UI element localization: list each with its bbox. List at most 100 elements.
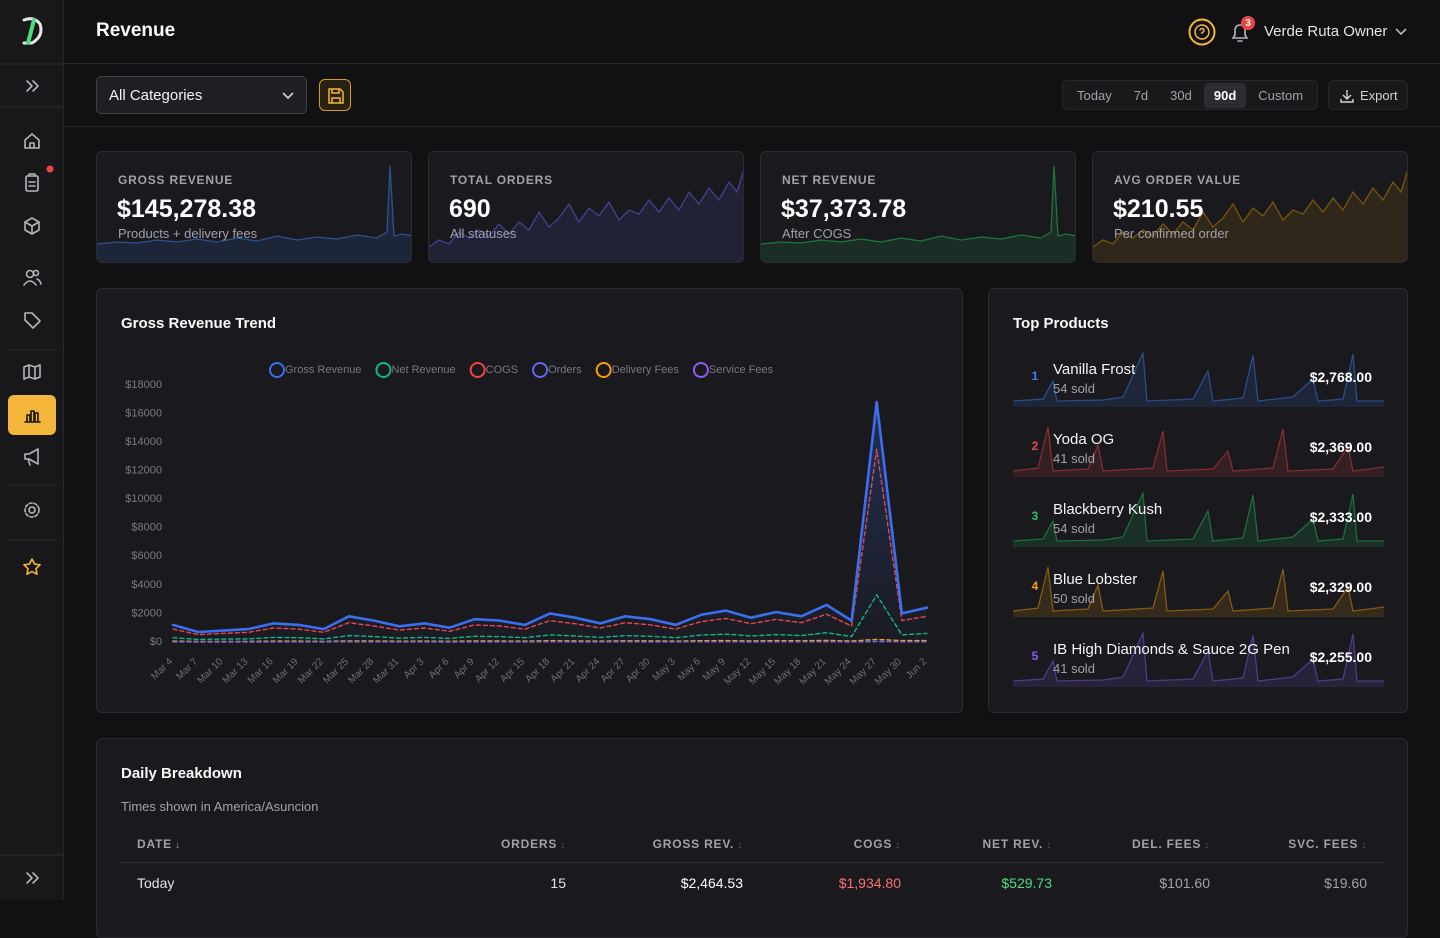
x-tick-label: May 3 [651, 656, 678, 683]
x-tick-label: May 18 [772, 656, 803, 687]
y-tick-label: $0 [150, 636, 162, 648]
legend-marker [533, 363, 547, 377]
table-cell: $19.60 [1226, 863, 1383, 904]
panel-subtitle: Times shown in America/Asuncion [121, 799, 319, 814]
product-sold: 54 sold [1053, 381, 1095, 396]
product-revenue: $2,329.00 [1310, 579, 1372, 595]
x-tick-label: May 15 [747, 656, 778, 687]
settings-icon[interactable] [25, 503, 39, 517]
legend-marker [471, 363, 485, 377]
active-nav[interactable] [8, 395, 56, 435]
column-label: COGS [854, 837, 893, 851]
kpi-value: 690 [449, 195, 491, 224]
x-tick-label: Mar 13 [221, 656, 251, 686]
product-name: IB High Diamonds & Sauce 2G Pen [1053, 641, 1290, 658]
column-label: SVC. FEES [1288, 837, 1358, 851]
x-tick-label: May 24 [823, 656, 854, 687]
product-sold: 50 sold [1053, 591, 1095, 606]
notification-count: 3 [1245, 18, 1251, 29]
category-select[interactable]: All Categories [96, 76, 307, 114]
product-name: Blackberry Kush [1053, 501, 1162, 518]
product-sold: 54 sold [1053, 521, 1095, 536]
range-button[interactable]: 7d [1124, 83, 1158, 108]
x-tick-label: Apr 3 [402, 656, 427, 681]
range-button[interactable]: Today [1067, 83, 1122, 108]
save-button[interactable] [319, 79, 351, 111]
help-button[interactable] [1190, 20, 1215, 45]
y-tick-label: $6000 [131, 550, 162, 562]
legend-label[interactable]: COGS [486, 364, 518, 376]
x-tick-label: Mar 31 [372, 656, 402, 686]
favorites-icon[interactable] [24, 559, 40, 574]
x-tick-label: Mar 16 [246, 656, 276, 686]
user-chevron[interactable] [1394, 26, 1408, 38]
expand-icon[interactable] [27, 81, 38, 91]
collapse-icon[interactable] [27, 873, 38, 883]
chart-panel: $0$2000$4000$6000$8000$10000$12000$14000… [96, 288, 963, 713]
range-button[interactable]: Custom [1248, 83, 1313, 108]
inventory-icon[interactable] [25, 218, 39, 234]
product-row[interactable]: 4 Blue Lobster 50 sold $2,329.00 [1013, 561, 1384, 617]
table-cell: $101.60 [1068, 863, 1226, 904]
legend-label[interactable]: Delivery Fees [612, 364, 680, 376]
column-label: GROSS REV. [653, 837, 735, 851]
kpi-label: AVG ORDER VALUE [1114, 173, 1241, 187]
column-header[interactable]: ORDERS↕ [420, 831, 582, 863]
x-tick-label: Apr 21 [549, 656, 578, 685]
column-label: ORDERS [501, 837, 557, 851]
kpi-note: After COGS [782, 226, 851, 241]
x-tick-label: May 30 [873, 656, 904, 687]
range-button[interactable]: 30d [1160, 83, 1202, 108]
legend-label[interactable]: Service Fees [709, 364, 774, 376]
kpi-note: Products + delivery fees [118, 226, 257, 241]
legend-label[interactable]: Net Revenue [391, 364, 455, 376]
column-label: DEL. FEES [1132, 837, 1201, 851]
product-rank: 4 [1027, 579, 1043, 593]
x-tick-label: Mar 4 [149, 656, 175, 682]
product-revenue: $2,369.00 [1310, 439, 1372, 455]
x-tick-label: May 6 [676, 656, 703, 683]
legend-marker [376, 363, 390, 377]
user-menu[interactable]: Verde Ruta Owner [1264, 23, 1387, 40]
catalog-icon[interactable] [24, 365, 40, 379]
product-sold: 41 sold [1053, 661, 1095, 676]
legend-marker [597, 363, 611, 377]
alert-dot [47, 166, 54, 173]
column-header[interactable]: GROSS REV.↕ [582, 831, 759, 863]
chart: $0$2000$4000$6000$8000$10000$12000$14000… [97, 289, 963, 713]
legend-marker [694, 363, 708, 377]
x-tick-label: Apr 27 [599, 656, 628, 685]
logo[interactable] [24, 19, 41, 43]
product-rank: 3 [1027, 509, 1043, 523]
column-header[interactable]: SVC. FEES↕ [1226, 831, 1383, 863]
column-header[interactable]: COGS↕ [759, 831, 917, 863]
product-name: Blue Lobster [1053, 571, 1137, 588]
select-chevron [282, 91, 294, 101]
header-row: DATE↓ORDERS↕GROSS REV.↕COGS↕NET REV.↕DEL… [121, 831, 1383, 863]
column-header[interactable]: DATE↓ [121, 831, 420, 863]
legend-label[interactable]: Orders [548, 364, 582, 376]
x-tick-label: Mar 28 [346, 656, 376, 686]
tags-icon[interactable] [25, 313, 40, 328]
column-header[interactable]: DEL. FEES↕ [1068, 831, 1226, 863]
line [173, 449, 927, 634]
home-icon[interactable] [25, 134, 39, 148]
export-button[interactable]: Export [1328, 80, 1408, 110]
customers-icon[interactable] [24, 271, 41, 286]
breakdown-table: DATE↓ORDERS↕GROSS REV.↕COGS↕NET REV.↕DEL… [121, 831, 1383, 903]
column-header[interactable]: NET REV.↕ [917, 831, 1068, 863]
legend-label[interactable]: Gross Revenue [285, 364, 361, 376]
x-tick-label: Apr 12 [473, 656, 502, 685]
range-button[interactable]: 90d [1204, 83, 1246, 108]
orders-icon[interactable] [26, 174, 38, 191]
marketing-icon[interactable] [25, 449, 38, 465]
daily-breakdown-panel: Daily Breakdown Times shown in America/A… [96, 738, 1408, 938]
